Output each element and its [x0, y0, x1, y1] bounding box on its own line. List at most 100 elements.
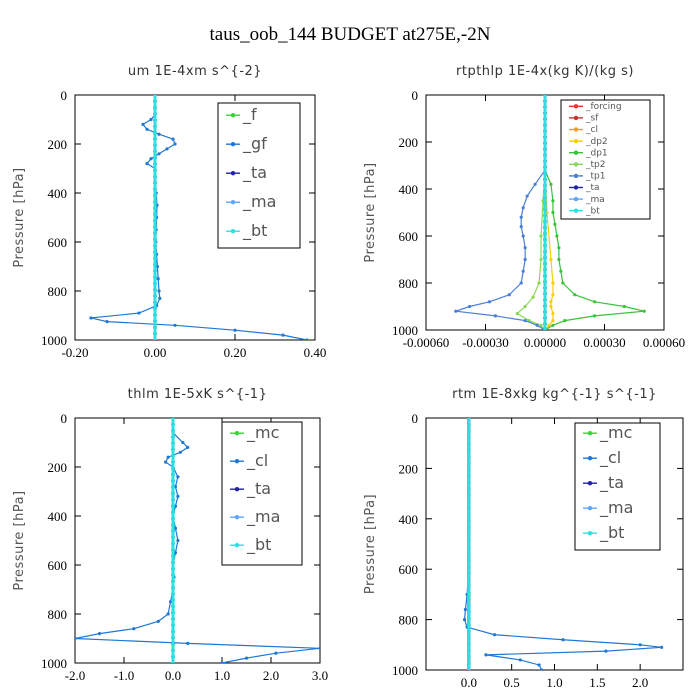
series-point-tp2 — [531, 295, 535, 299]
series-point-dp1 — [622, 304, 626, 309]
series-point-bt — [543, 267, 547, 272]
legend-marker — [573, 104, 579, 109]
series-point-bt — [153, 338, 157, 340]
series-point-bt — [171, 573, 175, 577]
series-point-bt — [467, 418, 471, 420]
series-point-bt — [543, 129, 547, 133]
series-point-gf — [233, 328, 237, 332]
series-point-bt — [171, 648, 175, 653]
legend-marker — [230, 200, 236, 205]
legend-entry: _tp1 — [585, 172, 605, 182]
series-point-bt — [171, 604, 175, 609]
y-tick-label: 800 — [48, 607, 68, 622]
legend-entry: _ma — [242, 192, 276, 212]
series-point-cl — [220, 661, 224, 663]
series-point-bt — [171, 617, 175, 621]
legend-box — [574, 422, 661, 551]
legend-marker — [573, 208, 579, 213]
series-point-tp1 — [521, 269, 525, 273]
series-point-bt — [171, 592, 175, 596]
y-tick-label: 0 — [412, 88, 419, 103]
legend-marker — [587, 531, 593, 536]
series-point-tp1 — [523, 319, 527, 323]
series-point-tp1 — [507, 293, 511, 297]
series-point-tp1 — [519, 215, 523, 219]
series-point-bt — [153, 256, 157, 261]
x-tick-label: 1.0 — [214, 668, 230, 683]
series-point-bt — [171, 510, 175, 515]
y-tick-label: 400 — [399, 182, 419, 197]
chart-panel-3: thlm 1E-5xK s^{-1} Pressure [hPa] -2.0 -1.0… — [12, 387, 328, 683]
series-point-bt — [543, 286, 547, 290]
series-point-dp2 — [551, 281, 555, 285]
series-point-bt — [467, 616, 471, 621]
y-tick-label: 200 — [399, 461, 419, 476]
legend-entry: _f — [242, 105, 257, 125]
series-point-bt — [153, 181, 157, 185]
y-tick-label: 800 — [399, 613, 419, 628]
series-point-bt — [153, 313, 157, 317]
y-tick-label: 600 — [48, 558, 68, 573]
series-point-bt — [467, 454, 471, 459]
series-point-bt — [171, 654, 175, 659]
legend-entry: _bt — [585, 206, 600, 216]
series-point-tp1 — [523, 246, 527, 250]
chart-panel-2: rtpthlp 1E-4x(kg K)/(kg s) Pressure [hPa]… — [363, 64, 685, 350]
series-point-bt — [171, 447, 175, 452]
series-point-gf — [157, 132, 161, 136]
series-point-cl — [132, 627, 136, 631]
x-tick-label: -0.20 — [61, 345, 88, 360]
series-point-gf — [156, 277, 160, 281]
legend-marker — [234, 459, 240, 464]
legend-marker — [587, 431, 593, 436]
series-point-bt — [153, 118, 157, 122]
series-point-cl — [97, 632, 102, 636]
series-point-bt — [543, 111, 547, 115]
y-axis-label: Pressure [hPa] — [363, 162, 378, 262]
series-point-cl — [518, 658, 522, 662]
legend-entry: _bt — [242, 221, 267, 241]
series-point-gf — [141, 122, 145, 126]
series-point-bt — [543, 117, 547, 121]
series-point-gf — [145, 127, 149, 131]
series-point-tp2 — [539, 234, 543, 238]
series-point-cl — [178, 450, 182, 454]
series-point-cl — [164, 460, 168, 464]
series-point-bt — [171, 504, 175, 508]
series-point-bt — [171, 485, 175, 489]
series-point-bt — [171, 453, 175, 458]
series-point-dp1 — [642, 309, 646, 313]
series-point-bt — [171, 535, 175, 540]
series-point-bt — [153, 168, 157, 173]
legend-marker — [587, 506, 593, 511]
series-point-dp1 — [549, 182, 553, 186]
series-point-bt — [171, 548, 175, 552]
series-point-bt — [153, 325, 157, 330]
legend-entry: _sf — [585, 114, 599, 124]
series-point-bt — [543, 255, 547, 260]
panel-title: thlm 1E-5xK s^{-1} — [128, 387, 268, 402]
y-tick-label: 1000 — [392, 663, 418, 678]
series-point-bt — [467, 480, 471, 485]
series-point-bt — [543, 135, 547, 139]
series-point-bt — [171, 661, 175, 663]
legend-entry: _mc — [246, 423, 279, 443]
series-point-bt — [543, 298, 547, 302]
series-point-bt — [543, 310, 547, 314]
legend-marker — [234, 487, 240, 492]
series-point-bt — [467, 564, 471, 569]
series-point-bt — [171, 472, 175, 477]
series-point-cl — [540, 668, 544, 670]
legend-entry: _bt — [599, 523, 624, 543]
series-point-bt — [153, 243, 157, 248]
series-point-bt — [153, 206, 157, 210]
series-point-tp2 — [523, 304, 527, 309]
plot-frame — [74, 94, 316, 341]
series-point-bt — [153, 143, 157, 148]
y-tick-label: 600 — [399, 229, 419, 244]
legend-entry: _ta — [585, 183, 600, 193]
series-point-bt — [467, 448, 471, 453]
series-point-dp1 — [592, 314, 597, 318]
series-point-bt — [543, 183, 547, 188]
series-point-dp1 — [561, 281, 565, 285]
